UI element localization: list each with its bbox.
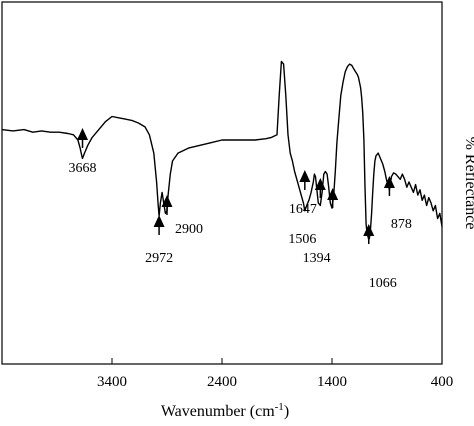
x-axis-label-text: Wavenumber (cm [161, 403, 275, 420]
peak-arrow-head [327, 188, 339, 200]
x-axis-tick-labels: 3400 2400 1400 400 [97, 374, 453, 390]
peak-label: 3668 [69, 161, 97, 176]
peak-label: 1506 [288, 232, 316, 247]
peak-label: 1394 [303, 251, 331, 266]
peak-arrow-head [299, 170, 311, 182]
x-axis-label-superscript: -1 [275, 401, 284, 413]
peak-arrow-head [161, 195, 173, 207]
plot-frame [1, 1, 443, 365]
x-axis-label-close: ) [284, 403, 289, 420]
peak-arrow-head [153, 215, 165, 227]
peak-arrow-head [363, 224, 375, 236]
x-axis-ticks [111, 358, 443, 364]
y-axis-label: % Reflectance [462, 137, 474, 230]
peak-arrow-head [77, 128, 89, 140]
peak-label: 878 [391, 217, 412, 232]
peak-label: 2900 [175, 222, 203, 237]
peak-arrow-head [314, 178, 326, 190]
peak-label: 1066 [369, 276, 397, 291]
peak-label: 1647 [289, 202, 317, 217]
peak-arrow-head [383, 176, 395, 188]
spectrum-line [1, 60, 443, 241]
peak-label: 2972 [145, 251, 173, 266]
x-tick-label: 400 [431, 374, 454, 390]
x-tick-label: 2400 [207, 374, 237, 390]
x-tick-label: 3400 [97, 374, 127, 390]
x-axis-label: Wavenumber (cm-1) [161, 401, 289, 420]
x-tick-label: 1400 [317, 374, 347, 390]
